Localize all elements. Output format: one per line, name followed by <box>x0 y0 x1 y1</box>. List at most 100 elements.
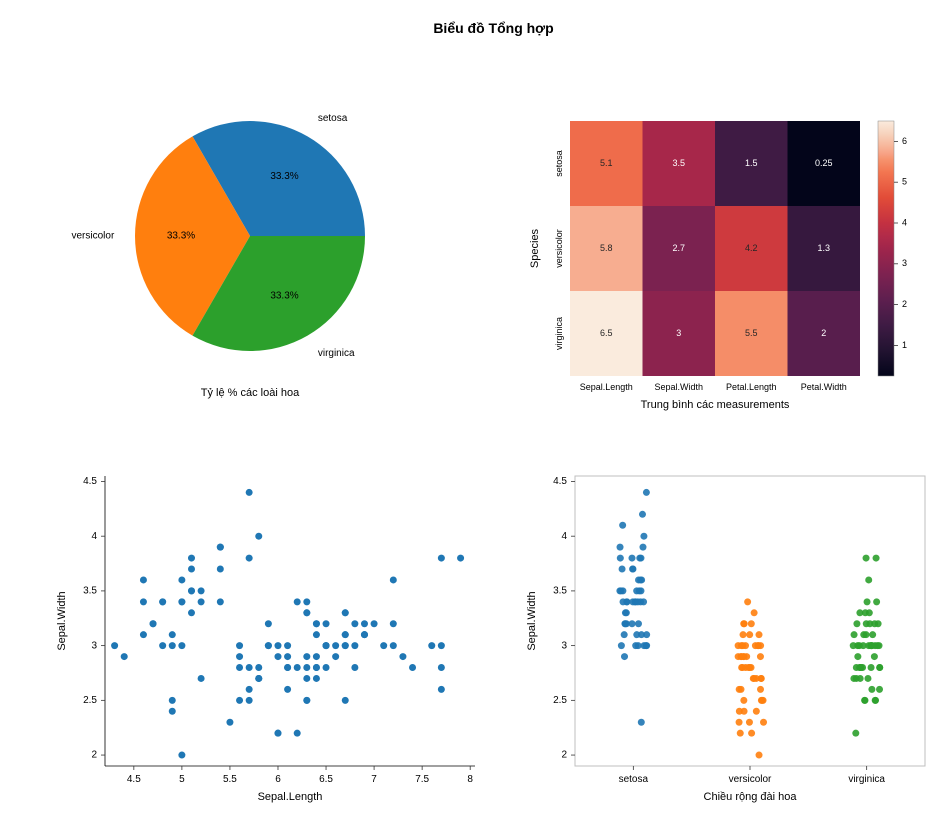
scatter-point <box>361 631 368 638</box>
scatter-point <box>438 555 445 562</box>
heatmap-annot: 1.5 <box>745 158 758 168</box>
scatter-point <box>236 697 243 704</box>
ytick: 4.5 <box>553 476 567 487</box>
scatter-point <box>342 609 349 616</box>
xtick: 6 <box>275 774 281 785</box>
ytick: 4 <box>91 531 97 542</box>
strip-point <box>621 631 628 638</box>
scatter-point <box>198 675 205 682</box>
strip-point <box>756 752 763 759</box>
strip-point <box>619 566 626 573</box>
pie-label: virginica <box>318 348 355 359</box>
xtick: 5 <box>179 774 185 785</box>
scatter-point <box>188 555 195 562</box>
scatter-point <box>313 653 320 660</box>
strip-point <box>639 544 646 551</box>
strip-point <box>621 653 628 660</box>
heatmap-annot: 5.8 <box>600 243 613 253</box>
strip-point <box>868 642 875 649</box>
ytick: 4 <box>561 531 567 542</box>
strip-point <box>633 631 640 638</box>
scatter-point <box>342 642 349 649</box>
strip-point <box>758 675 765 682</box>
scatter-point <box>236 664 243 671</box>
colorbar-tick: 3 <box>902 258 907 268</box>
scatter-point <box>323 642 330 649</box>
heatmap-ytick: versicolor <box>554 229 564 268</box>
scatter-point <box>188 609 195 616</box>
heatmap-annot: 3.5 <box>672 158 685 168</box>
scatter-point <box>255 664 262 671</box>
scatter-point <box>438 664 445 671</box>
strip-point <box>618 642 625 649</box>
scatter-point <box>121 653 128 660</box>
scatter-point <box>217 566 224 573</box>
strip-point <box>876 664 883 671</box>
strip-point <box>634 598 641 605</box>
scatter-point <box>438 642 445 649</box>
scatter-point <box>178 598 185 605</box>
scatter-point <box>217 544 224 551</box>
heatmap-xtick: Sepal.Width <box>654 382 703 392</box>
strip-point <box>851 631 858 638</box>
pie-label: setosa <box>318 113 348 124</box>
heatmap-ytick: virginica <box>554 317 564 350</box>
scatter-point <box>303 664 310 671</box>
strip-point <box>854 653 861 660</box>
scatter-point <box>351 664 358 671</box>
strip-point <box>740 697 747 704</box>
strip-point <box>636 555 643 562</box>
heatmap-annot: 1.3 <box>817 243 830 253</box>
ytick: 4.5 <box>83 476 97 487</box>
scatter-point <box>274 730 281 737</box>
strip-point <box>740 620 747 627</box>
scatter-point <box>178 642 185 649</box>
ytick: 3.5 <box>83 586 97 597</box>
scatter-point <box>111 642 118 649</box>
scatter-point <box>438 686 445 693</box>
strip-point <box>632 642 639 649</box>
strip-point <box>641 642 648 649</box>
xtick: 4.5 <box>127 774 141 785</box>
scatter-point <box>140 631 147 638</box>
scatter-point <box>390 620 397 627</box>
strip-point <box>760 719 767 726</box>
strip-point <box>751 609 758 616</box>
strip-point <box>623 609 630 616</box>
scatter-point <box>313 675 320 682</box>
scatter-point <box>217 598 224 605</box>
scatter-point <box>236 642 243 649</box>
scatter-point <box>188 587 195 594</box>
strip-point <box>759 697 766 704</box>
figure-title: Biểu đồ Tổng hợp <box>20 20 947 36</box>
scatter-point <box>274 642 281 649</box>
strip-point <box>746 719 753 726</box>
strip-point <box>865 576 872 583</box>
scatter-point <box>150 620 157 627</box>
pie-title: Tỷ lệ % các loài hoa <box>201 387 300 399</box>
strip-point <box>873 598 880 605</box>
strip-point <box>748 730 755 737</box>
xtick: 5.5 <box>223 774 237 785</box>
strip-point <box>629 555 636 562</box>
scatter-point <box>313 664 320 671</box>
ytick: 2 <box>561 750 567 761</box>
heatmap-annot: 2 <box>821 328 826 338</box>
scatter-point <box>246 697 253 704</box>
scatter-point <box>159 642 166 649</box>
strip-point <box>856 664 863 671</box>
ytick: 2.5 <box>553 695 567 706</box>
strip-point <box>637 587 644 594</box>
scatter-point <box>140 598 147 605</box>
strip-point <box>756 631 763 638</box>
pie-label: versicolor <box>72 231 115 242</box>
strip-point <box>737 730 744 737</box>
scatter-point <box>284 664 291 671</box>
strip-point <box>876 686 883 693</box>
scatter-point <box>457 555 464 562</box>
scatter-point <box>294 598 301 605</box>
scatter-point <box>255 533 262 540</box>
strip-point <box>856 642 863 649</box>
scatter-point <box>323 664 330 671</box>
scatter-point <box>274 653 281 660</box>
